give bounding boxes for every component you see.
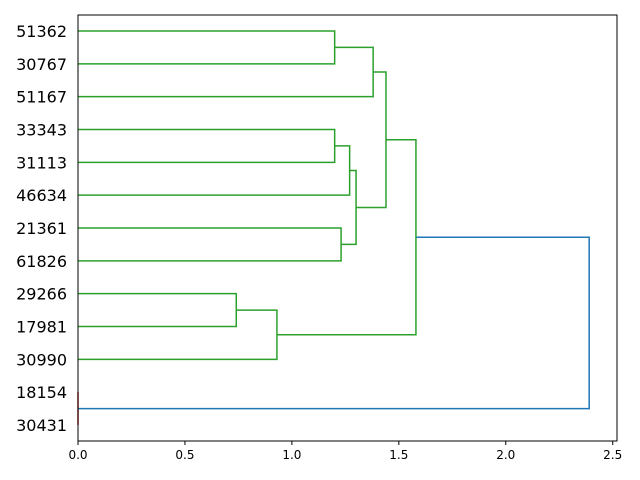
dendrogram-link-G bbox=[356, 71, 387, 209]
leaf-label-17981: 17981 bbox=[16, 318, 67, 337]
dendrogram-link-D bbox=[78, 145, 351, 196]
leaf-label-61826: 61826 bbox=[16, 252, 67, 271]
dendrogram-link-B bbox=[78, 46, 374, 98]
leaf-label-30767: 30767 bbox=[16, 55, 67, 74]
x-tick-label: 0.5 bbox=[175, 448, 194, 462]
dendrogram-link-C bbox=[78, 128, 336, 164]
leaf-label-21361: 21361 bbox=[16, 219, 67, 238]
dendrogram-link-L bbox=[78, 236, 590, 410]
leaf-label-18154: 18154 bbox=[16, 383, 67, 402]
dendrogram-link-A bbox=[78, 30, 336, 65]
leaf-label-29266: 29266 bbox=[16, 285, 67, 304]
leaf-label-51167: 51167 bbox=[16, 88, 67, 107]
leaf-label-51362: 51362 bbox=[16, 22, 67, 41]
x-tick-label: 2.5 bbox=[603, 448, 622, 462]
leaf-label-30431: 30431 bbox=[16, 416, 67, 435]
dendrogram-link-I bbox=[78, 309, 278, 361]
dendrogram-link-H bbox=[78, 292, 238, 328]
leaf-label-31113: 31113 bbox=[16, 153, 67, 172]
x-tick-label: 2.0 bbox=[496, 448, 515, 462]
dendrogram-link-F bbox=[341, 169, 357, 246]
leaf-label-30990: 30990 bbox=[16, 350, 67, 369]
dendrogram-link-J bbox=[276, 139, 417, 336]
x-tick-label: 1.5 bbox=[389, 448, 408, 462]
leaf-label-33343: 33343 bbox=[16, 121, 67, 140]
x-tick-label: 0.0 bbox=[68, 448, 87, 462]
plot-frame bbox=[77, 14, 618, 442]
dendrogram-link-E bbox=[78, 227, 342, 262]
x-tick-label: 1.0 bbox=[282, 448, 301, 462]
leaf-label-46634: 46634 bbox=[16, 186, 67, 205]
